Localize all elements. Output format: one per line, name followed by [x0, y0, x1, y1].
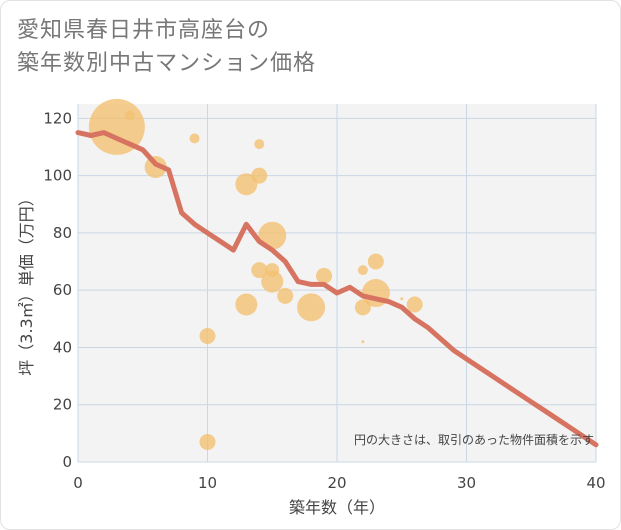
y-tick-label: 120 [43, 109, 72, 127]
bubble-point [400, 297, 404, 301]
x-tick-label: 40 [586, 474, 605, 492]
bubble-point [199, 327, 216, 344]
bubble-point [189, 133, 200, 144]
y-tick-label: 40 [53, 338, 72, 356]
y-tick-label: 60 [53, 281, 72, 299]
x-tick-label: 10 [198, 474, 217, 492]
bubble-point [367, 253, 384, 270]
x-tick-label: 30 [457, 474, 476, 492]
x-axis-ticks: 0 10 20 30 40 [73, 474, 605, 492]
x-axis-title: 築年数（年） [289, 498, 385, 517]
bubble-point [235, 293, 258, 316]
trend-layer [75, 130, 599, 448]
bubble-point [406, 296, 423, 313]
y-tick-label: 0 [62, 453, 72, 471]
bubble-point [251, 262, 268, 279]
y-tick-label: 80 [53, 224, 72, 242]
chart-title: 愛知県春日井市高座台の 築年数別中古マンション価格 [17, 14, 437, 80]
y-axis-title: 坪（3.3㎡）単価（万円） [17, 190, 36, 375]
bubble-point [251, 167, 268, 184]
x-tick-label: 20 [327, 474, 346, 492]
y-tick-label: 20 [53, 396, 72, 414]
y-axis-ticks: 0 20 40 60 80 100 120 [43, 109, 72, 471]
size-annotation: 円の大きさは、取引のあった物件面積を示す [354, 432, 594, 447]
bubble-point [235, 173, 258, 196]
bubble-point [261, 270, 284, 293]
bubble-point [316, 267, 333, 284]
bubble-point [124, 110, 135, 121]
bubble-point [254, 139, 265, 150]
bubble-point [199, 433, 216, 450]
chart-title-line-2: 築年数別中古マンション価格 [17, 51, 317, 76]
bubble-point [277, 287, 294, 304]
chart-title-line-1: 愛知県春日井市高座台の [17, 18, 271, 43]
bubble-point [357, 265, 368, 276]
trend-line [75, 130, 599, 448]
bubble-point [361, 340, 365, 344]
y-tick-label: 100 [43, 167, 72, 185]
x-tick-label: 0 [73, 474, 83, 492]
bubble-point [297, 293, 326, 322]
